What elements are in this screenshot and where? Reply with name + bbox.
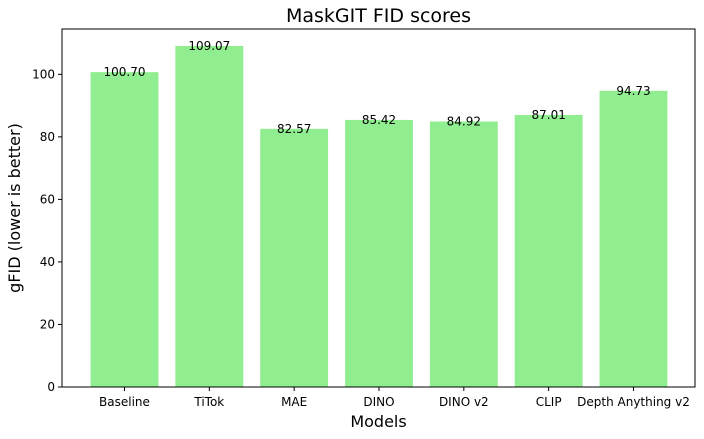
x-tick-label: CLIP xyxy=(536,395,562,409)
y-ticks-group: 0 20 40 60 80 100 xyxy=(32,67,62,394)
value-labels-group: 100.70 109.07 82.57 85.42 84.92 87.01 94.73 xyxy=(104,39,651,136)
bar xyxy=(514,114,583,387)
y-tick-label: 60 xyxy=(40,192,55,206)
x-tick-label: TiTok xyxy=(193,395,224,409)
x-axis-label: Models xyxy=(350,412,406,431)
y-tick-label: 80 xyxy=(40,130,55,144)
y-tick-label: 20 xyxy=(40,317,55,331)
plot-frame xyxy=(61,28,696,388)
bar-value-label: 84.92 xyxy=(447,114,481,128)
bar xyxy=(345,119,413,388)
y-tick-label: 40 xyxy=(40,255,55,269)
chart-title: MaskGIT FID scores xyxy=(286,5,471,27)
bar xyxy=(90,72,159,388)
x-tick-label: Depth Anything v2 xyxy=(577,395,690,409)
bar-value-label: 82.57 xyxy=(277,122,311,136)
y-axis-label: gFID (lower is better) xyxy=(5,123,24,293)
bar xyxy=(260,128,329,387)
x-tick-label: DINO xyxy=(363,395,394,409)
x-ticks-group: Baseline TiTok MAE DINO DINO v2 CLIP Depth Any… xyxy=(99,387,690,409)
bar xyxy=(429,121,498,388)
bar xyxy=(599,90,668,387)
x-tick-label: MAE xyxy=(281,395,307,409)
bar-value-label: 100.70 xyxy=(104,65,146,79)
bar-value-label: 109.07 xyxy=(188,39,230,53)
bar-value-label: 87.01 xyxy=(531,108,565,122)
bar-value-label: 85.42 xyxy=(362,113,396,127)
x-tick-label: DINO v2 xyxy=(439,395,489,409)
y-tick-label: 0 xyxy=(47,380,55,394)
y-tick-label: 100 xyxy=(32,67,55,81)
x-tick-label: Baseline xyxy=(99,395,150,409)
bar xyxy=(175,45,244,388)
bars-group xyxy=(90,45,668,388)
bar-value-label: 94.73 xyxy=(616,84,650,98)
